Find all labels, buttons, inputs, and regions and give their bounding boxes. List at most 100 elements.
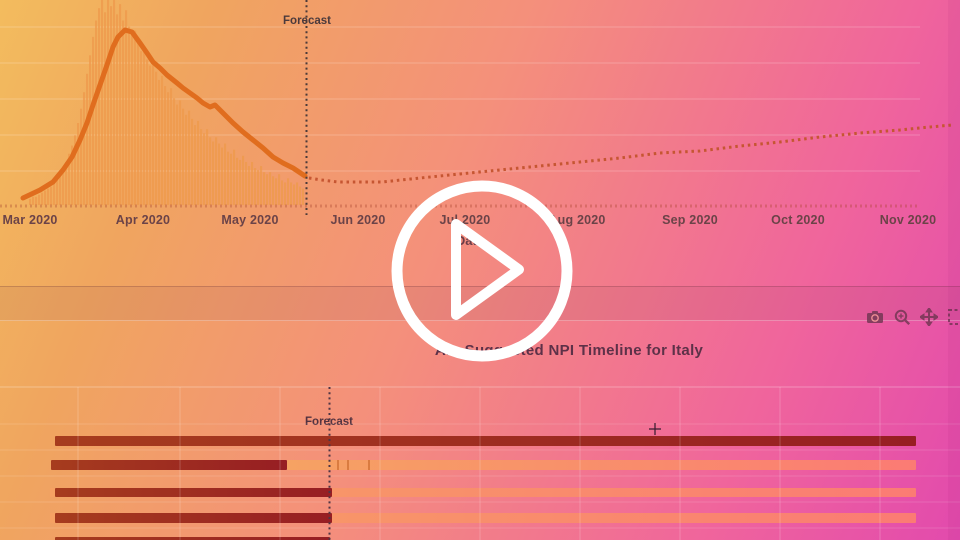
daily-cases-bar	[230, 154, 232, 205]
daily-cases-bar	[74, 135, 76, 205]
daily-cases-bar	[263, 172, 265, 205]
npi-row-4-actual-bar	[55, 513, 332, 523]
daily-cases-bar	[41, 193, 43, 205]
daily-cases-bar	[227, 152, 229, 205]
daily-cases-bar	[92, 37, 94, 205]
npi-row-1-actual-bar	[55, 436, 916, 446]
daily-cases-bar	[191, 119, 193, 205]
daily-cases-bar	[182, 109, 184, 205]
daily-cases-bar	[167, 92, 169, 205]
daily-cases-bar	[299, 187, 301, 205]
x-tick-label: Nov 2020	[880, 213, 937, 227]
daily-cases-bar	[146, 59, 148, 205]
daily-cases-bar	[89, 55, 91, 205]
daily-cases-bar	[197, 121, 199, 205]
npi-row-3-actual-bar	[55, 488, 332, 497]
daily-cases-bar	[140, 51, 142, 205]
daily-cases-bar	[83, 92, 85, 205]
daily-cases-bar	[95, 21, 97, 206]
daily-cases-bar	[245, 162, 247, 205]
daily-cases-bar	[47, 189, 49, 205]
daily-cases-bar	[56, 178, 58, 205]
npi-row-2-gap	[337, 460, 339, 470]
daily-cases-bar	[203, 133, 205, 205]
zoom-icon[interactable]	[893, 308, 911, 326]
daily-cases-bar	[278, 174, 280, 205]
daily-cases-bar	[44, 191, 46, 205]
daily-cases-bar	[236, 158, 238, 205]
daily-cases-bar	[131, 35, 133, 205]
daily-cases-bar	[257, 170, 259, 205]
npi-row-2-gap	[347, 460, 349, 470]
camera-icon[interactable]	[866, 308, 884, 326]
daily-cases-bar	[221, 148, 223, 205]
daily-cases-bar	[113, 0, 115, 205]
daily-cases-bar	[50, 187, 52, 205]
daily-cases-bar	[269, 172, 271, 205]
daily-cases-bar	[128, 27, 130, 205]
daily-cases-bar	[137, 43, 139, 205]
x-tick-label: Sep 2020	[662, 213, 718, 227]
x-tick-label: Apr 2020	[116, 213, 170, 227]
daily-cases-bar	[53, 182, 55, 205]
daily-cases-bar	[215, 137, 217, 205]
daily-cases-bar	[77, 123, 79, 205]
daily-cases-bar	[38, 195, 40, 205]
daily-cases-bar	[164, 86, 166, 205]
daily-cases-bar	[179, 100, 181, 205]
daily-cases-bar	[62, 168, 64, 205]
x-tick-label: Jun 2020	[330, 213, 385, 227]
play-button[interactable]	[391, 180, 573, 362]
daily-cases-bar	[224, 144, 226, 206]
forecast-label-top: Forecast	[283, 15, 331, 27]
daily-cases-bar	[218, 144, 220, 206]
forecast-label-bottom: Forecast	[305, 416, 353, 428]
daily-cases-bar	[80, 109, 82, 205]
daily-cases-bar	[86, 74, 88, 205]
daily-cases-bar	[209, 137, 211, 205]
daily-cases-bar	[161, 76, 163, 205]
daily-cases-bar	[254, 168, 256, 205]
daily-cases-bar	[65, 162, 67, 205]
x-tick-label: May 2020	[221, 213, 278, 227]
daily-cases-bar	[59, 174, 61, 205]
daily-cases-bar	[32, 197, 34, 205]
daily-cases-bar	[287, 178, 289, 205]
daily-cases-bar	[212, 141, 214, 205]
daily-cases-bar	[149, 66, 151, 205]
daily-cases-bar	[272, 176, 274, 205]
daily-cases-bar	[302, 189, 304, 205]
daily-cases-bar	[122, 21, 124, 206]
daily-cases-bar	[29, 199, 31, 205]
video-frame: Mar 2020Apr 2020May 2020Jun 2020Jul 2020…	[0, 0, 960, 540]
daily-cases-bar	[266, 174, 268, 205]
daily-cases-bar	[185, 115, 187, 205]
daily-cases-bar	[35, 197, 37, 205]
daily-cases-bar	[260, 166, 262, 205]
daily-cases-bar	[110, 6, 112, 205]
daily-cases-bar	[143, 47, 145, 205]
daily-cases-bar	[200, 129, 202, 205]
daily-cases-bar	[158, 80, 160, 205]
npi-row-2-actual-bar	[51, 460, 287, 470]
epi-forecast-line	[309, 125, 952, 182]
pan-icon[interactable]	[920, 308, 938, 326]
daily-cases-bar	[170, 88, 172, 205]
daily-cases-bar	[233, 150, 235, 205]
modebar	[866, 308, 960, 326]
daily-cases-bar	[251, 162, 253, 205]
daily-cases-bar	[71, 146, 73, 205]
frame-edge-shade	[948, 0, 960, 540]
daily-cases-bar	[206, 129, 208, 205]
daily-cases-bar	[119, 4, 121, 205]
daily-cases-bar	[188, 111, 190, 205]
epi-trend-line	[23, 30, 305, 198]
daily-cases-bar	[275, 178, 277, 205]
npi-row-2-forecast-bar	[287, 460, 916, 470]
daily-cases-bar	[248, 166, 250, 205]
daily-cases-bar	[176, 105, 178, 205]
daily-cases-bar	[155, 72, 157, 205]
npi-row-2-gap	[368, 460, 370, 470]
daily-cases-bar	[281, 180, 283, 205]
daily-cases-bar	[152, 62, 154, 206]
